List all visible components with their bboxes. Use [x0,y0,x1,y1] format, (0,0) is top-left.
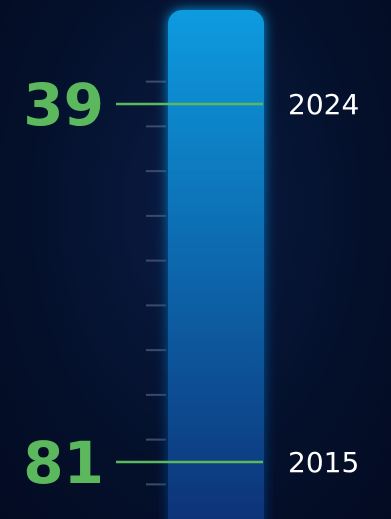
year-label-2024: 2024 [288,88,359,121]
value-label-2015: 81 [23,429,104,497]
tick-marks [146,80,166,486]
value-label-2024: 39 [23,71,104,139]
thermometer-bar [168,10,264,519]
year-label-2015: 2015 [288,446,359,479]
marker-group: 39 2024 81 2015 [23,71,359,497]
